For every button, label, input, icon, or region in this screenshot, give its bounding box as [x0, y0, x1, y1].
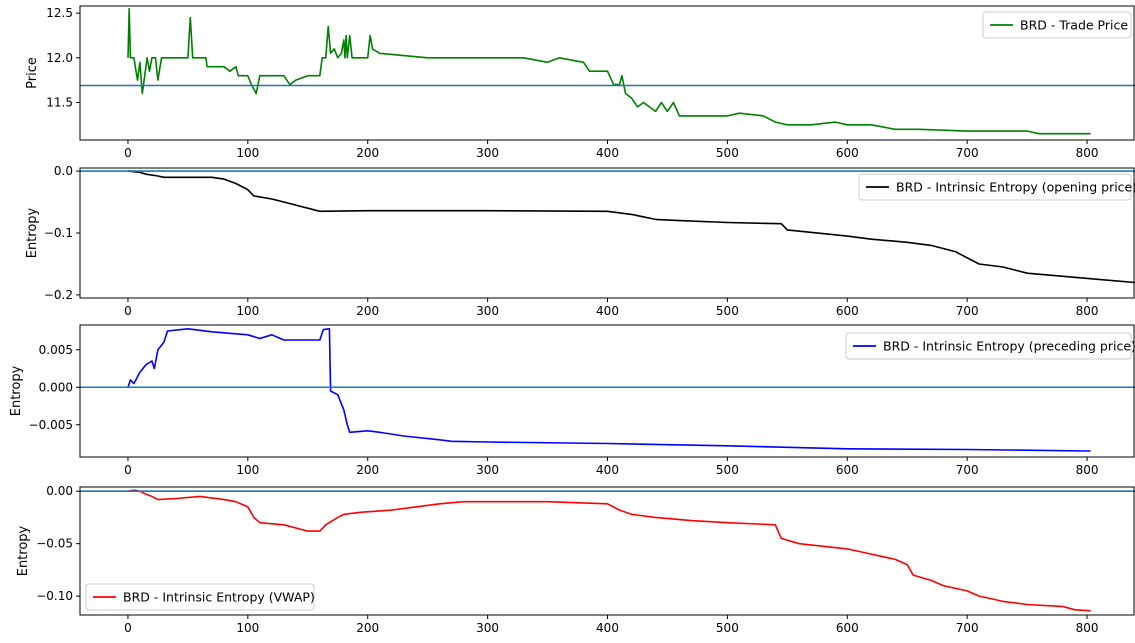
- x-tick-label: 700: [956, 463, 979, 477]
- subplot-2: 0 100 200 300 400 500 600 700 800 −0.2 −0.1 0.0 Entr…: [25, 164, 1135, 318]
- x-tick-label: 700: [956, 304, 979, 318]
- x-tick-label: 400: [596, 146, 619, 160]
- x-tick-label: 200: [356, 621, 379, 635]
- y-tick-label: 12.0: [46, 51, 73, 65]
- y-axis-label: Entropy: [25, 207, 40, 258]
- subplot-3: 0 100 200 300 400 500 600 700 800 −0.005 0.000 0.00…: [9, 324, 1135, 477]
- x-tick-label: 300: [476, 146, 499, 160]
- x-tick-label: 400: [596, 463, 619, 477]
- x-tick-label: 200: [356, 146, 379, 160]
- x-tick-label: 0: [124, 146, 132, 160]
- x-tick-label: 400: [596, 304, 619, 318]
- x-tick-label: 500: [716, 146, 739, 160]
- legend-box: [85, 583, 315, 611]
- x-tick-label: 500: [716, 621, 739, 635]
- legend-box: [845, 332, 1132, 360]
- x-tick-label: 800: [1076, 463, 1099, 477]
- subplot-4: 0 100 200 300 400 500 600 700 800 −0.10 −0.05 0.00 E…: [16, 484, 1135, 635]
- x-tick-label: 100: [236, 463, 259, 477]
- x-tick-label: 800: [1076, 146, 1099, 160]
- y-axis-label: Entropy: [9, 365, 24, 416]
- x-tick-label: 600: [836, 463, 859, 477]
- x-tick-label: 200: [356, 304, 379, 318]
- y-tick-label: 12.5: [46, 6, 73, 20]
- x-tick-label: 600: [836, 146, 859, 160]
- legend: BRD - Intrinsic Entropy (preceding price…: [845, 332, 1135, 360]
- legend: BRD - Intrinsic Entropy (VWAP): [85, 583, 315, 611]
- y-tick-label: 0.0: [54, 164, 73, 178]
- x-tick-label: 100: [236, 621, 259, 635]
- x-tick-label: 600: [836, 304, 859, 318]
- y-tick-label: 11.5: [46, 95, 73, 109]
- legend: BRD - Intrinsic Entropy (opening price): [858, 173, 1135, 201]
- series-line-1-1: [127, 7, 1091, 135]
- x-tick-label: 700: [956, 146, 979, 160]
- y-tick-label: 0.000: [39, 380, 73, 394]
- x-tick-label: 500: [716, 463, 739, 477]
- legend-label: BRD - Trade Price: [1020, 18, 1128, 33]
- series-line-4-1: [127, 489, 1091, 612]
- y-tick-label: −0.1: [44, 226, 73, 240]
- y-tick-label: −0.2: [44, 288, 73, 302]
- x-tick-label: 0: [124, 621, 132, 635]
- x-tick-label: 700: [956, 621, 979, 635]
- legend-box: [858, 173, 1132, 201]
- y-tick-label: 0.005: [39, 343, 73, 357]
- x-tick-label: 800: [1076, 621, 1099, 635]
- y-tick-label: −0.10: [36, 589, 73, 603]
- x-tick-label: 800: [1076, 304, 1099, 318]
- x-tick-label: 400: [596, 621, 619, 635]
- x-tick-label: 600: [836, 621, 859, 635]
- legend-label: BRD - Intrinsic Entropy (preceding price…: [883, 339, 1135, 354]
- x-tick-label: 100: [236, 304, 259, 318]
- legend-box: [982, 11, 1132, 39]
- x-tick-label: 100: [236, 146, 259, 160]
- x-tick-label: 0: [124, 463, 132, 477]
- subplot-1: 0 100 200 300 400 500 600 700 800 11.5 12.0 12.5 Pri…: [25, 5, 1135, 160]
- legend-label: BRD - Intrinsic Entropy (opening price): [896, 180, 1135, 195]
- x-tick-label: 0: [124, 304, 132, 318]
- legend-label: BRD - Intrinsic Entropy (VWAP): [123, 590, 315, 605]
- y-tick-label: −0.005: [29, 418, 73, 432]
- legend: BRD - Trade Price: [982, 11, 1132, 39]
- x-tick-label: 300: [476, 621, 499, 635]
- series-line-3-1: [127, 328, 1091, 452]
- y-axis-label: Price: [25, 57, 40, 89]
- y-tick-label: 0.00: [46, 484, 73, 498]
- x-tick-label: 300: [476, 463, 499, 477]
- x-tick-label: 200: [356, 463, 379, 477]
- y-tick-label: −0.05: [36, 537, 73, 551]
- series-line-2-1: [127, 170, 1135, 284]
- y-axis-label: Entropy: [16, 525, 31, 576]
- x-tick-label: 300: [476, 304, 499, 318]
- x-tick-label: 500: [716, 304, 739, 318]
